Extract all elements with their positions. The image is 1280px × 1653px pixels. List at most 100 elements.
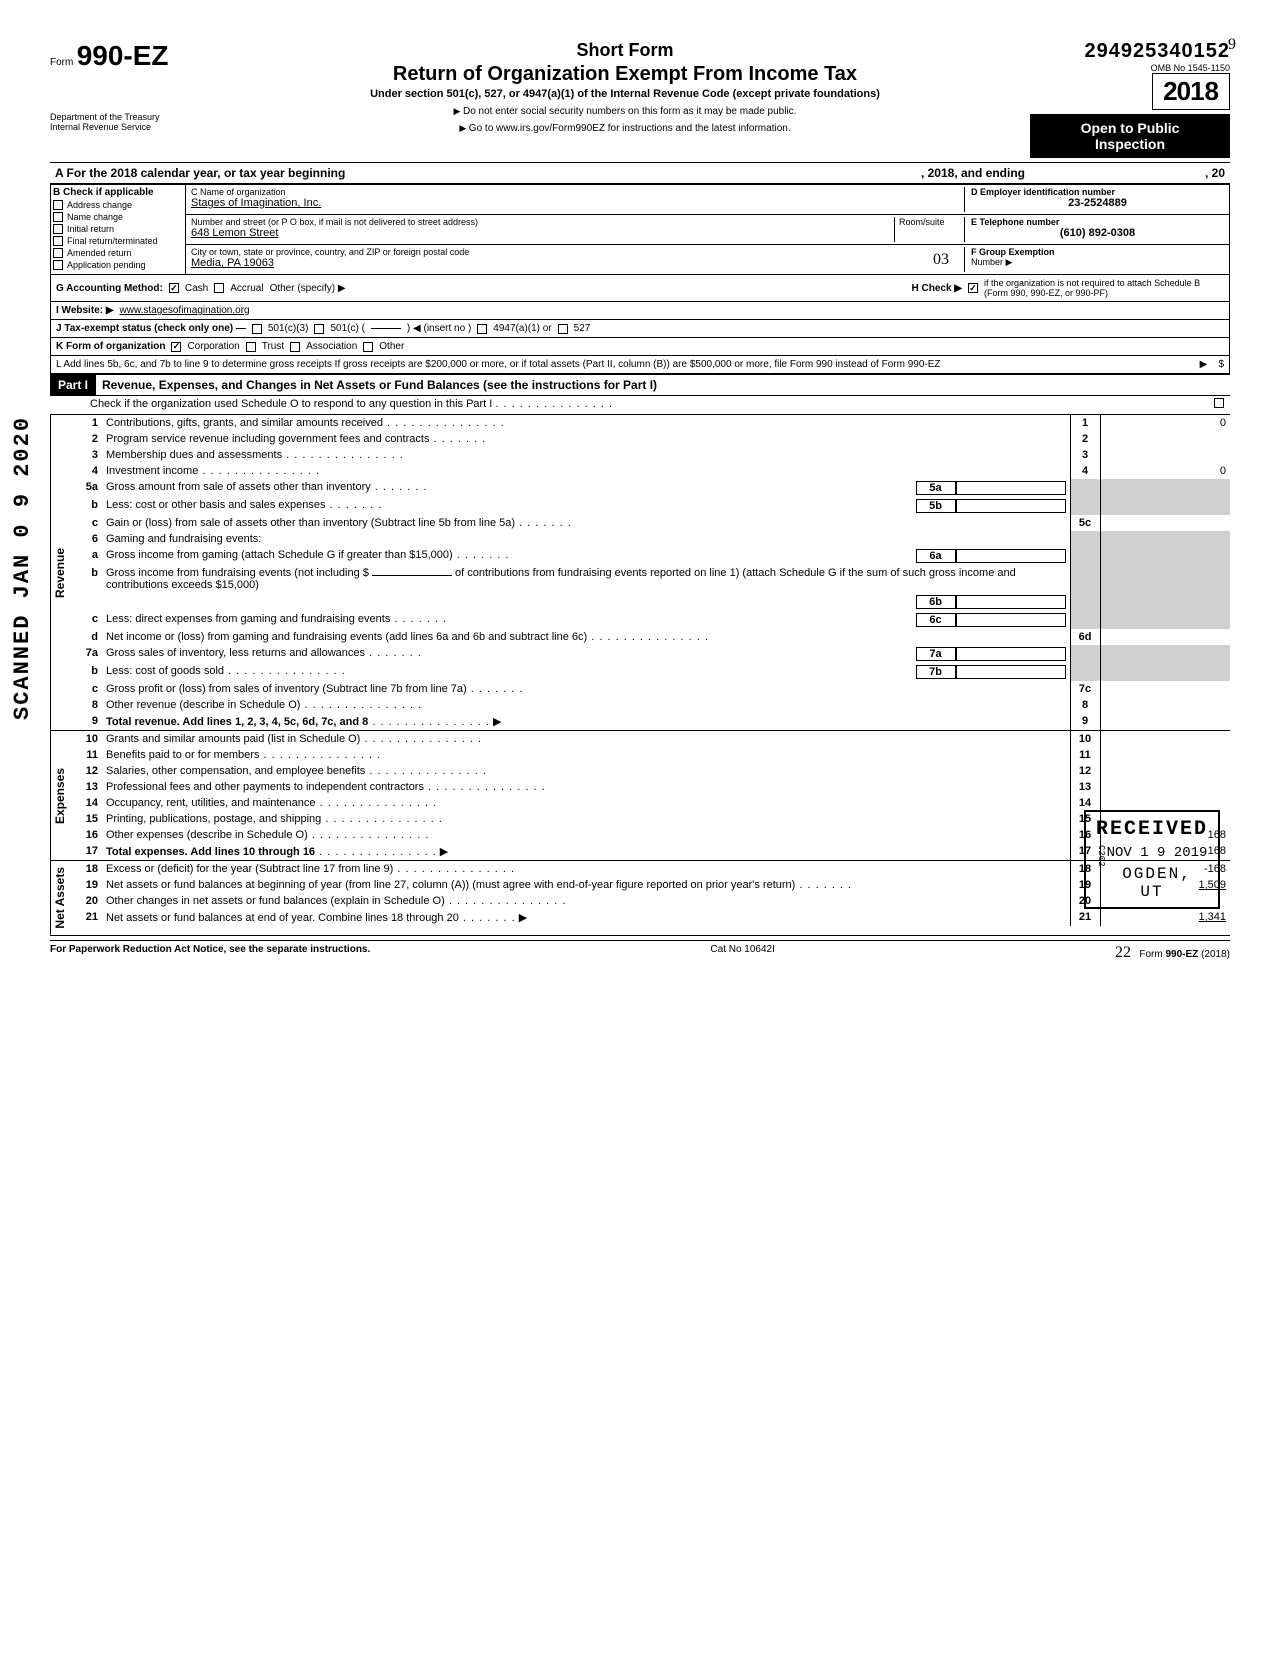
line-1-val: 0 xyxy=(1100,415,1230,431)
footer-right: Form 990-EZ (2018) xyxy=(1139,949,1230,960)
cb-cash[interactable] xyxy=(169,283,179,293)
received-stamp-date: NOV 1 9 2019 xyxy=(1107,845,1208,861)
cb-other-org[interactable] xyxy=(363,342,373,352)
lbl-trust: Trust xyxy=(262,341,284,352)
cb-address-change[interactable] xyxy=(53,200,63,210)
lbl-address-change: Address change xyxy=(67,200,132,210)
line-18-desc: Excess or (deficit) for the year (Subtra… xyxy=(106,863,393,875)
cb-name-change[interactable] xyxy=(53,212,63,222)
cb-final-return[interactable] xyxy=(53,236,63,246)
handwritten-22: 22 xyxy=(1115,944,1131,961)
lbl-insert-no: ) ◀ (insert no ) xyxy=(407,323,471,334)
cb-corporation[interactable] xyxy=(171,342,181,352)
cb-4947[interactable] xyxy=(477,324,487,334)
cb-amended-return[interactable] xyxy=(53,248,63,258)
line-7c-desc: Gross profit or (loss) from sales of inv… xyxy=(106,683,467,695)
part-1-sub-text: Check if the organization used Schedule … xyxy=(90,398,492,410)
open-public-1: Open to Public xyxy=(1038,120,1222,136)
line-21-desc: Net assets or fund balances at end of ye… xyxy=(106,912,459,924)
footer-left: For Paperwork Reduction Act Notice, see … xyxy=(50,944,370,962)
line-15-desc: Printing, publications, postage, and shi… xyxy=(106,813,321,825)
f-label: F Group Exemption xyxy=(971,247,1055,257)
cb-initial-return[interactable] xyxy=(53,224,63,234)
short-form-label: Short Form xyxy=(220,40,1030,61)
line-6-desc: Gaming and fundraising events: xyxy=(102,531,1070,547)
line-1-desc: Contributions, gifts, grants, and simila… xyxy=(106,417,383,429)
telephone: (610) 892-0308 xyxy=(971,227,1224,239)
line-6d-desc: Net income or (loss) from gaming and fun… xyxy=(106,631,587,643)
instr-1: Do not enter social security numbers on … xyxy=(220,106,1030,117)
line-a-text-2: , 2018, and ending xyxy=(921,166,1025,180)
line-7b-desc: Less: cost of goods sold xyxy=(106,665,224,677)
lbl-amended-return: Amended return xyxy=(67,248,132,258)
expenses-table: 10Grants and similar amounts paid (list … xyxy=(74,731,1230,860)
line-4-val: 0 xyxy=(1100,463,1230,479)
b-label: B Check if applicable xyxy=(53,187,183,198)
lbl-application-pending: Application pending xyxy=(67,260,146,270)
j-label: J Tax-exempt status (check only one) — xyxy=(56,323,246,334)
lbl-accrual: Accrual xyxy=(230,283,263,294)
cb-501c3[interactable] xyxy=(252,324,262,334)
ein: 23-2524889 xyxy=(971,197,1224,209)
cb-501c[interactable] xyxy=(314,324,324,334)
line-9-desc: Total revenue. Add lines 1, 2, 3, 4, 5c,… xyxy=(106,716,368,728)
line-5c-desc: Gain or (loss) from sale of assets other… xyxy=(106,517,515,529)
lbl-4947: 4947(a)(1) or xyxy=(493,323,551,334)
h-text: if the organization is not required to a… xyxy=(984,278,1224,298)
d-label: D Employer identification number xyxy=(971,187,1224,197)
line-12-desc: Salaries, other compensation, and employ… xyxy=(106,765,365,777)
l-text: L Add lines 5b, 6c, and 7b to line 9 to … xyxy=(56,359,941,370)
lbl-cash: Cash xyxy=(185,283,208,294)
city-label: City or town, state or province, country… xyxy=(191,247,964,257)
instr-2: Go to www.irs.gov/Form990EZ for instruct… xyxy=(220,123,1030,134)
part-1-title: Revenue, Expenses, and Changes in Net As… xyxy=(96,375,663,395)
line-3-desc: Membership dues and assessments xyxy=(106,449,282,461)
cb-527[interactable] xyxy=(558,324,568,334)
net-assets-side-label: Net Assets xyxy=(50,861,74,935)
cb-application-pending[interactable] xyxy=(53,260,63,270)
line-a: A For the 2018 calendar year, or tax yea… xyxy=(50,162,1230,184)
lbl-initial-return: Initial return xyxy=(67,224,114,234)
cb-schedule-o[interactable] xyxy=(1214,398,1224,408)
org-name: Stages of Imagination, Inc. xyxy=(191,197,964,209)
street-address: 648 Lemon Street xyxy=(191,227,894,239)
lbl-final-return: Final return/terminated xyxy=(67,236,158,246)
line-4-desc: Investment income xyxy=(106,465,198,477)
room-label: Room/suite xyxy=(899,217,964,227)
scanned-stamp: SCANNED JAN 0 9 2020 xyxy=(10,416,35,720)
handwritten-9: 9 xyxy=(1228,36,1236,54)
expenses-side-label: Expenses xyxy=(50,731,74,860)
main-title: Return of Organization Exempt From Incom… xyxy=(220,63,1030,86)
cb-association[interactable] xyxy=(290,342,300,352)
open-public-2: Inspection xyxy=(1038,136,1222,152)
line-a-text-1: A For the 2018 calendar year, or tax yea… xyxy=(55,166,345,180)
part-1-sub: Check if the organization used Schedule … xyxy=(50,396,1230,414)
line-7a-desc: Gross sales of inventory, less returns a… xyxy=(106,647,365,659)
line-16-desc: Other expenses (describe in Schedule O) xyxy=(106,829,308,841)
omb-number: OMB No 1545-1150 xyxy=(1030,63,1230,73)
revenue-section: Revenue 1Contributions, gifts, grants, a… xyxy=(50,414,1230,730)
handwritten-03: 03 xyxy=(933,251,949,269)
l-amount-label: $ xyxy=(1218,359,1224,370)
k-label: K Form of organization xyxy=(56,341,165,352)
part-1-header: Part I Revenue, Expenses, and Changes in… xyxy=(50,374,1230,396)
dept-line-2: Internal Revenue Service xyxy=(50,122,220,132)
received-stamp-code: C202 xyxy=(1096,845,1106,867)
lbl-association: Association xyxy=(306,341,357,352)
lbl-name-change: Name change xyxy=(67,212,123,222)
line-a-text-3: , 20 xyxy=(1205,166,1225,180)
received-stamp-title: RECEIVED xyxy=(1096,818,1208,841)
cb-trust[interactable] xyxy=(246,342,256,352)
lbl-corporation: Corporation xyxy=(187,341,239,352)
open-to-public: Open to Public Inspection xyxy=(1030,114,1230,158)
row-j: J Tax-exempt status (check only one) — 5… xyxy=(50,320,1230,338)
revenue-side-label: Revenue xyxy=(50,415,74,730)
line-6c-desc: Less: direct expenses from gaming and fu… xyxy=(106,613,390,625)
i-label: I Website: ▶ xyxy=(56,305,114,316)
cb-schedule-b[interactable] xyxy=(968,283,978,293)
line-2-desc: Program service revenue including govern… xyxy=(106,433,429,445)
lbl-527: 527 xyxy=(574,323,591,334)
cb-accrual[interactable] xyxy=(214,283,224,293)
revenue-table: 1Contributions, gifts, grants, and simil… xyxy=(74,415,1230,730)
e-label: E Telephone number xyxy=(971,217,1224,227)
